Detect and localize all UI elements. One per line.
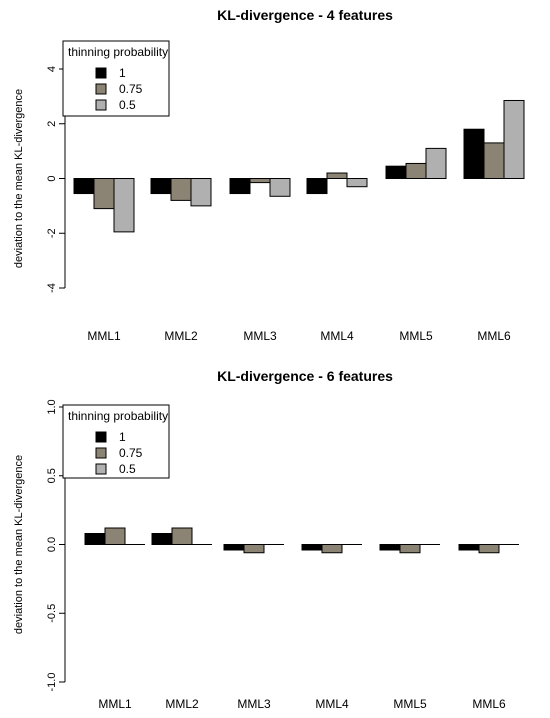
legend-label-2: 0.75 — [119, 82, 143, 96]
category-label: MML3 — [237, 697, 271, 711]
bar-mml1-series-2 — [93, 178, 115, 210]
legend-label-2: 0.75 — [119, 446, 143, 460]
bar-mml3-series-1 — [223, 544, 245, 551]
legend-label-1: 1 — [119, 66, 126, 80]
y-tick-label: 4 — [46, 66, 58, 72]
bar-mml3-series-2 — [243, 544, 265, 554]
category-label: MML6 — [477, 329, 511, 343]
chart-title: KL-divergence - 4 features — [217, 7, 393, 23]
category-label: MML4 — [320, 329, 354, 343]
legend: thinning probability 1 0.75 0.5 — [62, 40, 170, 117]
bar-mml1-series-1 — [73, 178, 95, 195]
category-label: MML3 — [243, 329, 277, 343]
legend-label-3: 0.5 — [119, 98, 136, 112]
bar-mml1-series-3 — [113, 178, 135, 233]
bar-mml2-series-2 — [170, 178, 192, 201]
bar-mml1-series-2 — [104, 527, 126, 545]
y-tick-label: -0.5 — [46, 604, 58, 623]
bar-mml4-series-2 — [321, 544, 343, 554]
chart-panel-2: KL-divergence - 6 features -1.0 -0.5 0.0 0.5… — [13, 368, 519, 711]
bar-mml4-series-2 — [326, 172, 348, 179]
legend-title: thinning probability — [68, 409, 168, 423]
y-tick-label: 0.5 — [46, 468, 58, 483]
category-label: MML5 — [393, 697, 427, 711]
chart-panel-1: KL-divergence - 4 features -4 -2 0 2 4 deviati… — [13, 7, 525, 343]
y-tick-label: 0.0 — [46, 537, 58, 552]
category-label: MML4 — [315, 697, 349, 711]
category-label: MML2 — [164, 329, 198, 343]
chart-title: KL-divergence - 6 features — [217, 368, 393, 384]
bar-mml4-series-3 — [346, 178, 368, 188]
legend-swatch-3 — [95, 463, 107, 475]
bar-mml6-series-1 — [463, 128, 485, 180]
category-label: MML6 — [472, 697, 506, 711]
bar-mml3-series-3 — [269, 178, 291, 197]
bar-mml5-series-2 — [399, 544, 421, 554]
bar-mml2-series-3 — [190, 178, 212, 207]
bar-mml5-series-3 — [425, 147, 447, 179]
y-tick-label: -2 — [46, 228, 58, 238]
y-axis-label: deviation to the mean KL-divergence — [13, 89, 25, 268]
bar-mml6-series-3 — [503, 99, 525, 179]
y-tick-label: 1.0 — [46, 399, 58, 414]
bar-mml4-series-1 — [306, 178, 328, 195]
bar-mml3-series-1 — [229, 178, 251, 195]
bar-mml2-series-1 — [151, 533, 173, 545]
legend-box — [62, 40, 170, 117]
legend-swatch-2 — [95, 447, 107, 459]
bar-mml5-series-1 — [385, 165, 407, 179]
y-tick-label: 2 — [46, 121, 58, 127]
legend-swatch-2 — [95, 83, 107, 95]
category-label: MML1 — [87, 329, 121, 343]
category-label: MML1 — [98, 697, 132, 711]
legend-title: thinning probability — [68, 45, 168, 59]
category-label: MML2 — [165, 697, 199, 711]
bar-mml5-series-1 — [379, 544, 401, 551]
legend-swatch-1 — [95, 431, 107, 443]
category-label: MML5 — [399, 329, 433, 343]
y-tick-label: 0 — [46, 175, 58, 181]
y-tick-label: -1.0 — [46, 673, 58, 692]
legend: thinning probability 1 0.75 0.5 — [62, 404, 170, 479]
y-tick-label: -4 — [46, 283, 58, 293]
legend-box — [62, 404, 170, 479]
legend-swatch-1 — [95, 67, 107, 79]
bar-mml6-series-2 — [483, 142, 505, 180]
bar-mml6-series-2 — [478, 544, 500, 554]
bar-mml2-series-1 — [150, 178, 172, 195]
bar-mml1-series-1 — [84, 533, 106, 545]
legend-label-3: 0.5 — [119, 462, 136, 476]
legend-label-1: 1 — [119, 430, 126, 444]
bar-mml2-series-2 — [171, 527, 193, 545]
legend-swatch-3 — [95, 99, 107, 111]
bar-mml5-series-2 — [405, 162, 427, 180]
bar-mml6-series-1 — [458, 544, 480, 551]
y-axis-label: deviation to the mean KL-divergence — [13, 455, 25, 634]
bar-mml4-series-1 — [301, 544, 323, 551]
bar-mml3-series-2 — [249, 178, 271, 184]
